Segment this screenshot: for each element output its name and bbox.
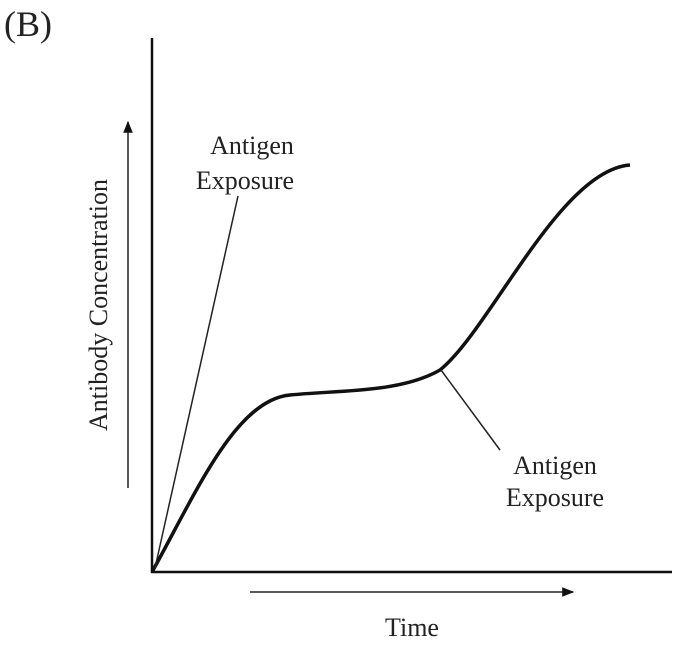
annotation-text: Exposure (196, 166, 294, 195)
annotation-text: Exposure (506, 483, 604, 512)
annotation-leader (440, 369, 501, 451)
y-axis-label: Antibody Concentration (84, 179, 113, 431)
annotation-text: Antigen (210, 131, 294, 160)
annotation-leader (154, 195, 239, 569)
response-curve (150, 163, 631, 573)
annotation-text: Antigen (513, 451, 597, 480)
panel-label: (B) (4, 4, 52, 44)
x-axis-label: Time (385, 613, 439, 642)
